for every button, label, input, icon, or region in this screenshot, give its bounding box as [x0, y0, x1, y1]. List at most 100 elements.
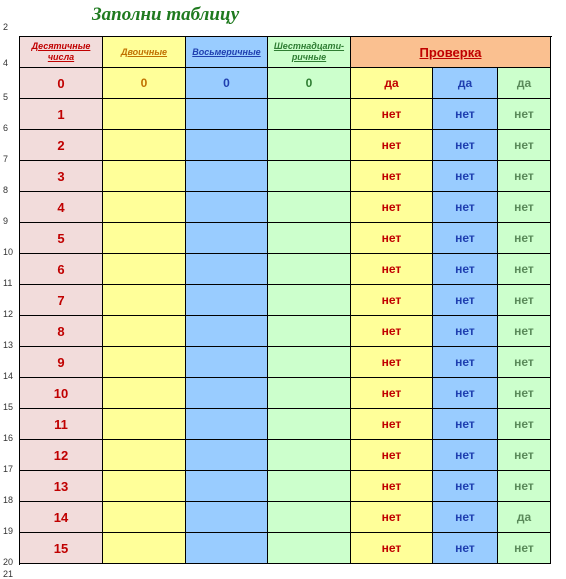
check-octal-cell[interactable]: нет [433, 192, 498, 223]
check-hex-cell[interactable]: нет [498, 533, 551, 564]
check-octal-cell[interactable]: нет [433, 347, 498, 378]
check-hex-cell[interactable]: нет [498, 440, 551, 471]
row-number[interactable]: 9 [3, 216, 9, 226]
check-hex-cell[interactable]: нет [498, 130, 551, 161]
check-binary-cell[interactable]: нет [351, 285, 433, 316]
check-binary-cell[interactable]: нет [351, 223, 433, 254]
hex-cell[interactable] [268, 378, 351, 409]
check-hex-cell[interactable]: нет [498, 99, 551, 130]
check-octal-cell[interactable]: нет [433, 502, 498, 533]
row-number[interactable]: 7 [3, 154, 9, 164]
binary-cell[interactable] [103, 409, 186, 440]
decimal-cell[interactable]: 10 [20, 378, 103, 409]
binary-cell[interactable] [103, 316, 186, 347]
hex-cell[interactable] [268, 99, 351, 130]
octal-cell[interactable] [186, 502, 268, 533]
check-octal-cell[interactable]: нет [433, 533, 498, 564]
check-hex-cell[interactable]: нет [498, 378, 551, 409]
hex-cell[interactable] [268, 254, 351, 285]
check-octal-cell[interactable]: нет [433, 99, 498, 130]
header-hex[interactable]: Шестнадцати-ричные [268, 37, 351, 68]
decimal-cell[interactable]: 0 [20, 68, 103, 99]
check-octal-cell[interactable]: нет [433, 223, 498, 254]
row-number[interactable]: 18 [3, 495, 14, 505]
row-number[interactable]: 12 [3, 309, 14, 319]
decimal-cell[interactable]: 14 [20, 502, 103, 533]
octal-cell[interactable] [186, 378, 268, 409]
hex-cell[interactable] [268, 409, 351, 440]
check-binary-cell[interactable]: нет [351, 161, 433, 192]
hex-cell[interactable]: 0 [268, 68, 351, 99]
hex-cell[interactable] [268, 502, 351, 533]
octal-cell[interactable] [186, 192, 268, 223]
binary-cell[interactable] [103, 254, 186, 285]
check-binary-cell[interactable]: нет [351, 502, 433, 533]
decimal-cell[interactable]: 7 [20, 285, 103, 316]
check-binary-cell[interactable]: нет [351, 440, 433, 471]
check-octal-cell[interactable]: нет [433, 161, 498, 192]
check-hex-cell[interactable]: нет [498, 161, 551, 192]
decimal-cell[interactable]: 13 [20, 471, 103, 502]
octal-cell[interactable] [186, 440, 268, 471]
decimal-cell[interactable]: 6 [20, 254, 103, 285]
check-hex-cell[interactable]: нет [498, 285, 551, 316]
header-octal[interactable]: Восьмеричные [186, 37, 268, 68]
octal-cell[interactable] [186, 99, 268, 130]
check-octal-cell[interactable]: нет [433, 378, 498, 409]
hex-cell[interactable] [268, 316, 351, 347]
binary-cell[interactable] [103, 471, 186, 502]
row-number[interactable]: 19 [3, 526, 14, 536]
check-octal-cell[interactable]: нет [433, 440, 498, 471]
hex-cell[interactable] [268, 285, 351, 316]
hex-cell[interactable] [268, 223, 351, 254]
decimal-cell[interactable]: 5 [20, 223, 103, 254]
binary-cell[interactable] [103, 502, 186, 533]
check-hex-cell[interactable]: нет [498, 409, 551, 440]
check-binary-cell[interactable]: нет [351, 192, 433, 223]
check-hex-cell[interactable]: нет [498, 223, 551, 254]
check-hex-cell[interactable]: нет [498, 471, 551, 502]
octal-cell[interactable] [186, 316, 268, 347]
check-binary-cell[interactable]: нет [351, 471, 433, 502]
decimal-cell[interactable]: 8 [20, 316, 103, 347]
check-octal-cell[interactable]: да [433, 68, 498, 99]
binary-cell[interactable] [103, 533, 186, 564]
row-number[interactable]: 16 [3, 433, 14, 443]
binary-cell[interactable] [103, 223, 186, 254]
binary-cell[interactable] [103, 130, 186, 161]
octal-cell[interactable] [186, 223, 268, 254]
check-binary-cell[interactable]: нет [351, 533, 433, 564]
check-octal-cell[interactable]: нет [433, 130, 498, 161]
octal-cell[interactable] [186, 285, 268, 316]
check-octal-cell[interactable]: нет [433, 316, 498, 347]
binary-cell[interactable] [103, 285, 186, 316]
octal-cell[interactable]: 0 [186, 68, 268, 99]
row-number[interactable]: 14 [3, 371, 14, 381]
row-number[interactable]: 5 [3, 92, 9, 102]
hex-cell[interactable] [268, 533, 351, 564]
hex-cell[interactable] [268, 471, 351, 502]
octal-cell[interactable] [186, 347, 268, 378]
hex-cell[interactable] [268, 161, 351, 192]
decimal-cell[interactable]: 2 [20, 130, 103, 161]
check-binary-cell[interactable]: нет [351, 378, 433, 409]
check-hex-cell[interactable]: нет [498, 316, 551, 347]
check-octal-cell[interactable]: нет [433, 254, 498, 285]
octal-cell[interactable] [186, 533, 268, 564]
check-octal-cell[interactable]: нет [433, 471, 498, 502]
row-number[interactable]: 20 [3, 557, 14, 567]
binary-cell[interactable] [103, 161, 186, 192]
hex-cell[interactable] [268, 192, 351, 223]
header-check[interactable]: Проверка [351, 37, 551, 68]
check-binary-cell[interactable]: да [351, 68, 433, 99]
check-binary-cell[interactable]: нет [351, 347, 433, 378]
decimal-cell[interactable]: 3 [20, 161, 103, 192]
octal-cell[interactable] [186, 130, 268, 161]
decimal-cell[interactable]: 11 [20, 409, 103, 440]
check-hex-cell[interactable]: нет [498, 192, 551, 223]
hex-cell[interactable] [268, 347, 351, 378]
decimal-cell[interactable]: 1 [20, 99, 103, 130]
row-number[interactable]: 21 [3, 569, 14, 579]
decimal-cell[interactable]: 15 [20, 533, 103, 564]
check-octal-cell[interactable]: нет [433, 285, 498, 316]
